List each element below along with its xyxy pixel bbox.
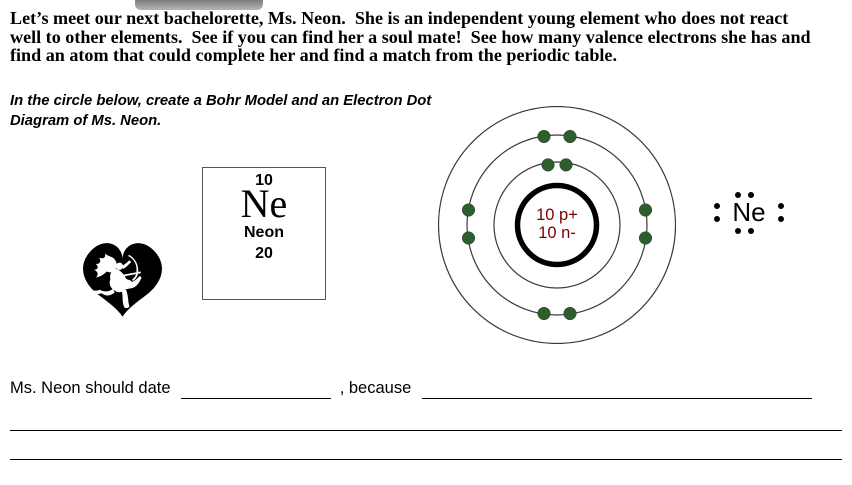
svg-text:10 p+: 10 p+ — [536, 206, 578, 224]
svg-text:10 n-: 10 n- — [538, 224, 576, 242]
svg-text:Ne: Ne — [732, 197, 765, 227]
